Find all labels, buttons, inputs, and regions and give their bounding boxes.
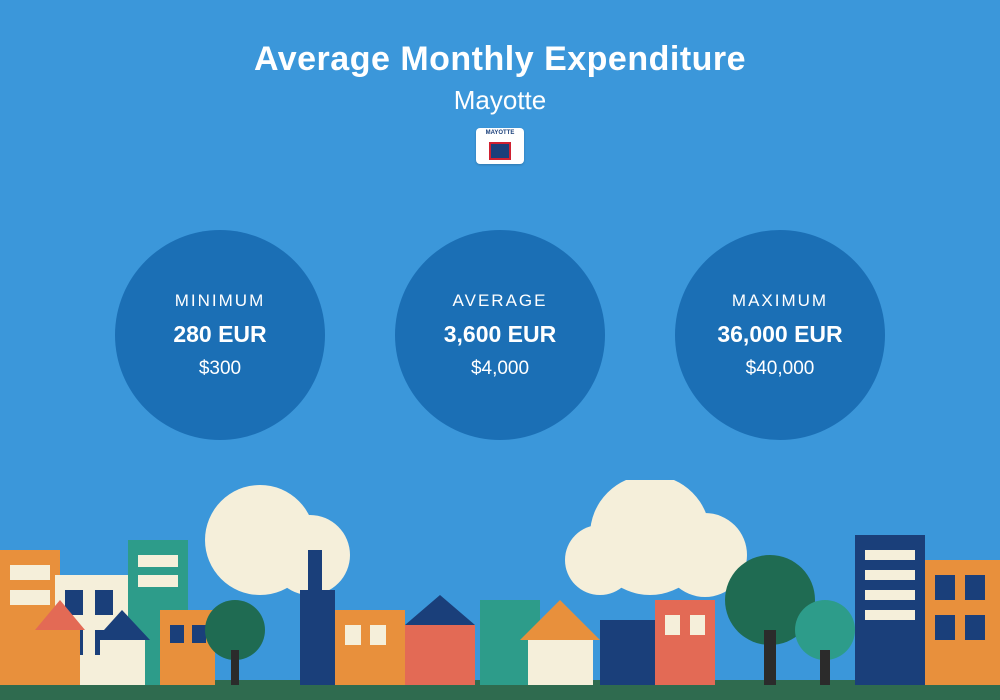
cityscape-icon: [0, 480, 1000, 700]
page-subtitle: Mayotte: [0, 85, 1000, 116]
stat-usd: $4,000: [471, 358, 529, 380]
flag-icon: MAYOTTE: [476, 128, 524, 164]
stat-eur: 3,600 EUR: [444, 321, 557, 348]
stat-circle-average: AVERAGE 3,600 EUR $4,000: [395, 230, 605, 440]
building-icon: [855, 535, 1000, 685]
building-icon: [0, 540, 215, 685]
stat-eur: 280 EUR: [173, 321, 266, 348]
stat-label: MAXIMUM: [732, 291, 828, 311]
stat-label: MINIMUM: [175, 291, 265, 311]
stat-circle-maximum: MAXIMUM 36,000 EUR $40,000: [675, 230, 885, 440]
stat-circle-minimum: MINIMUM 280 EUR $300: [115, 230, 325, 440]
cloud-icon: [205, 480, 747, 597]
header: Average Monthly Expenditure Mayotte MAYO…: [0, 40, 1000, 164]
stat-usd: $300: [199, 358, 241, 380]
stat-usd: $40,000: [746, 358, 815, 380]
stat-label: AVERAGE: [453, 291, 548, 311]
infographic-canvas: Average Monthly Expenditure Mayotte MAYO…: [0, 0, 1000, 700]
page-title: Average Monthly Expenditure: [0, 40, 1000, 79]
stat-circles: MINIMUM 280 EUR $300 AVERAGE 3,600 EUR $…: [0, 230, 1000, 440]
stat-eur: 36,000 EUR: [717, 321, 842, 348]
